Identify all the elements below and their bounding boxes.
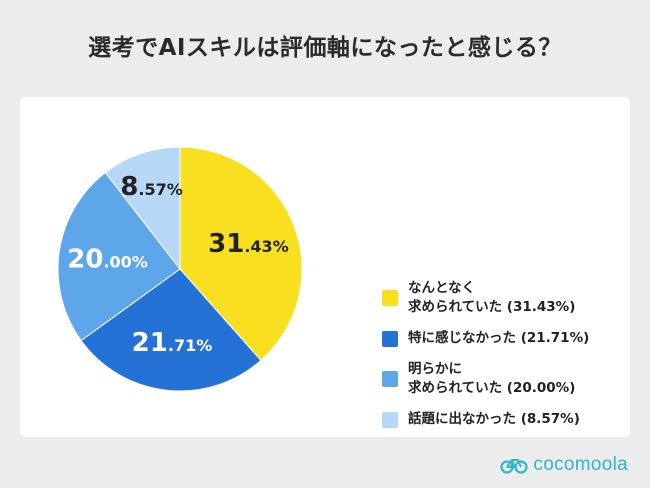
- legend-item-0: なんとなく 求められていた (31.43%): [382, 279, 642, 317]
- pie-slice-0: [179, 146, 303, 362]
- brand-logo: cocomoola: [500, 454, 628, 476]
- bicycle-logo-icon: [500, 459, 529, 474]
- pie-chart: 31.43% 21.71% 20.00% 8.57%: [57, 146, 303, 392]
- legend-label-0: なんとなく 求められていた (31.43%): [408, 280, 576, 315]
- legend: なんとなく 求められていた (31.43%) 特に感じなかった (21.71%) 明…: [382, 279, 642, 441]
- legend-label-3: 話題に出なかった (8.57%): [408, 411, 580, 427]
- pie-slice-label-0: 31.43%: [208, 229, 289, 259]
- pie-slice-1: [80, 268, 262, 392]
- brand-name: cocomoola: [533, 454, 628, 475]
- legend-item-1: 特に感じなかった (21.71%): [382, 329, 642, 348]
- legend-swatch-3: [382, 411, 398, 428]
- legend-swatch-2: [382, 371, 398, 387]
- legend-swatch-1: [382, 330, 398, 347]
- legend-label-2: 明らかに 求められていた (20.00%): [408, 361, 576, 396]
- legend-label-1: 特に感じなかった (21.71%): [408, 330, 590, 346]
- pie-slice-2: [57, 171, 181, 342]
- legend-item-2: 明らかに 求められていた (20.00%): [382, 360, 642, 398]
- pie-slice-label-2: 20.00%: [67, 245, 148, 275]
- pie-slice-3: [104, 146, 181, 271]
- legend-swatch-0: [382, 290, 398, 306]
- pie-slice-label-1: 21.71%: [132, 328, 213, 358]
- chart-title: 選考でAIスキルは評価軸になったと感じる？: [88, 35, 562, 61]
- chart-card: 31.43% 21.71% 20.00% 8.57% なんとなく 求められていた (3…: [20, 97, 630, 437]
- pie-slice-label-3: 8.57%: [120, 172, 182, 202]
- legend-item-3: 話題に出なかった (8.57%): [382, 410, 642, 429]
